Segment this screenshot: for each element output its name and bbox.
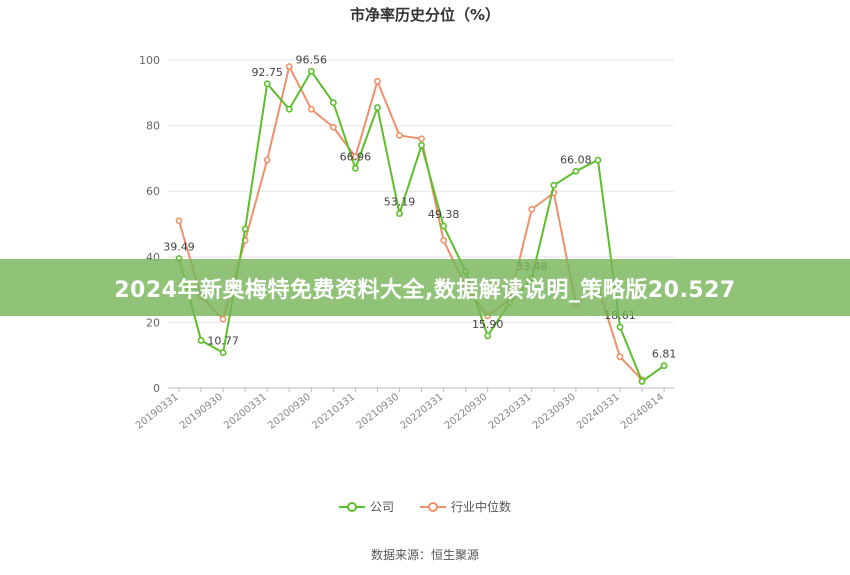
data-point-company bbox=[440, 222, 447, 230]
data-point-industry bbox=[396, 132, 403, 139]
data-point-industry bbox=[374, 77, 381, 85]
legend-label-company: 公司 bbox=[369, 500, 394, 514]
legend-item-industry[interactable]: 行业中位数 bbox=[420, 498, 511, 515]
data-label: 53.19 bbox=[384, 196, 416, 209]
data-point-company bbox=[660, 362, 668, 370]
data-point-company bbox=[638, 378, 646, 385]
data-point-industry bbox=[175, 217, 183, 225]
x-tick-label: 20210930 bbox=[354, 392, 401, 432]
y-tick-label: 80 bbox=[146, 120, 160, 133]
data-point-company bbox=[241, 225, 249, 233]
data-point-industry bbox=[329, 123, 337, 131]
data-point-company bbox=[616, 323, 624, 331]
data-point-industry bbox=[440, 236, 447, 244]
data-point-company bbox=[594, 156, 602, 164]
x-tick-label: 20220331 bbox=[399, 392, 446, 432]
data-point-company bbox=[484, 332, 492, 340]
data-label: 15.90 bbox=[472, 318, 504, 331]
data-point-industry bbox=[616, 353, 624, 361]
data-label: 96.56 bbox=[296, 53, 328, 66]
data-point-company bbox=[307, 67, 315, 75]
data-point-company bbox=[396, 210, 403, 217]
data-point-company bbox=[219, 349, 227, 357]
series-line-company bbox=[178, 70, 665, 383]
data-point-company bbox=[263, 80, 271, 88]
data-point-industry bbox=[307, 105, 315, 113]
x-tick-label: 20200331 bbox=[222, 392, 269, 432]
y-tick-label: 20 bbox=[146, 316, 160, 329]
x-tick-label: 20210331 bbox=[310, 392, 357, 432]
x-tick-label: 20240814 bbox=[619, 392, 666, 432]
chart-title: 市净率历史分位（%） bbox=[349, 6, 501, 24]
data-label: 49.38 bbox=[428, 208, 460, 221]
data-point-industry bbox=[219, 315, 227, 323]
x-tick-label: 20190930 bbox=[178, 392, 225, 432]
data-point-industry bbox=[528, 205, 536, 213]
data-point-company bbox=[329, 99, 337, 107]
data-point-company bbox=[197, 337, 205, 344]
data-point-company bbox=[374, 104, 381, 111]
data-point-industry bbox=[285, 63, 293, 70]
data-label: 10.77 bbox=[207, 335, 239, 348]
data-point-industry bbox=[263, 156, 271, 164]
y-tick-label: 0 bbox=[153, 382, 160, 395]
legend-label-industry: 行业中位数 bbox=[451, 500, 512, 514]
data-point-company bbox=[550, 181, 558, 189]
data-label: 92.75 bbox=[251, 66, 283, 79]
x-tick-label: 20230930 bbox=[531, 392, 578, 432]
data-label: 66.96 bbox=[340, 150, 372, 163]
x-tick-label: 20200930 bbox=[266, 392, 313, 432]
data-point-company bbox=[351, 164, 359, 172]
legend-swatch-company bbox=[338, 501, 365, 513]
legend-swatch-industry bbox=[420, 501, 446, 513]
data-point-company bbox=[285, 105, 293, 113]
data-point-company bbox=[418, 141, 425, 149]
x-tick-label: 20220930 bbox=[443, 392, 490, 432]
data-point-company bbox=[572, 167, 580, 175]
data-label: 66.08 bbox=[560, 153, 592, 166]
x-tick-label: 20190331 bbox=[134, 392, 181, 432]
legend-item-company[interactable]: 公司 bbox=[338, 498, 394, 515]
series-line-industry bbox=[178, 65, 643, 381]
data-source: 数据来源：恒生聚源 bbox=[370, 548, 479, 562]
y-tick-label: 60 bbox=[146, 185, 160, 198]
data-point-industry bbox=[351, 153, 359, 161]
overlay-banner: 2024年新奥梅特免费资料大全,数据解读说明_策略版20.527 bbox=[0, 259, 850, 316]
x-tick-label: 20230331 bbox=[487, 392, 534, 432]
x-tick-label: 20240331 bbox=[575, 392, 622, 432]
data-label: 6.81 bbox=[652, 348, 677, 361]
data-point-industry bbox=[418, 135, 425, 143]
data-label: 39.49 bbox=[163, 240, 195, 253]
y-tick-label: 100 bbox=[139, 54, 160, 67]
chart-legend: 公司 行业中位数 bbox=[0, 498, 850, 515]
banner-text: 2024年新奥梅特免费资料大全,数据解读说明_策略版20.527 bbox=[114, 277, 736, 303]
